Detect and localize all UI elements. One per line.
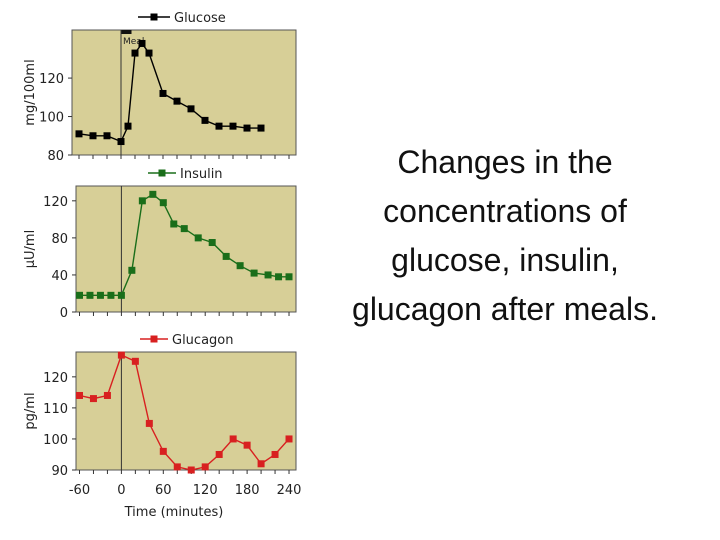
glucose-data-point <box>257 124 265 132</box>
insulin-data-point <box>236 262 244 270</box>
glucagon-xtick-label: 240 <box>277 483 302 498</box>
glucose-data-point <box>229 122 237 130</box>
glucagon-xtick-label: 0 <box>117 483 125 498</box>
glucagon-data-point <box>103 391 111 399</box>
insulin-legend-marker <box>158 169 166 177</box>
glucose-series-line <box>78 42 261 143</box>
glucose-data-point <box>201 116 209 124</box>
glucose-insulin-glucagon-charts: Meal80100120mg/100mlGlucose04080120μU/ml… <box>23 11 302 520</box>
glucagon-data-point <box>145 419 153 427</box>
glucose-ytick-label: 80 <box>47 149 64 164</box>
glucose-legend-marker <box>150 13 158 21</box>
glucagon-ytick-label: 120 <box>43 371 68 386</box>
insulin-plot-area <box>75 185 297 313</box>
glucose-data-point <box>173 97 181 105</box>
glucose-data-point <box>138 39 146 47</box>
insulin-data-point <box>138 197 146 205</box>
glucagon-legend-label: Glucagon <box>172 333 233 348</box>
glucose-data-point <box>145 49 153 57</box>
glucagon-data-point <box>89 395 97 403</box>
glucose-data-point <box>187 105 195 113</box>
insulin-data-point <box>107 291 115 299</box>
glucagon-data-point <box>271 450 279 458</box>
glucose-data-point <box>89 132 97 140</box>
insulin-data-point <box>194 234 202 242</box>
glucagon-xtick-label: 180 <box>235 483 260 498</box>
glucagon-ytick-label: 100 <box>43 433 68 448</box>
glucagon-series-line <box>79 354 290 471</box>
insulin-ylabel: μU/ml <box>23 230 38 268</box>
glucagon-data-point <box>75 391 83 399</box>
insulin-data-point <box>250 269 258 277</box>
insulin-data-point <box>96 291 104 299</box>
glucose-ytick-label: 120 <box>39 72 64 87</box>
glucagon-ytick-label: 110 <box>43 402 68 417</box>
glucagon-data-point <box>159 447 167 455</box>
insulin-ytick-label: 0 <box>60 306 68 321</box>
glucose-data-point <box>131 49 139 57</box>
insulin-data-point <box>149 190 157 198</box>
glucose-data-point <box>117 138 125 146</box>
glucagon-xlabel: Time (minutes) <box>124 505 224 520</box>
glucose-data-point <box>159 89 167 97</box>
glucose-data-point <box>215 122 223 130</box>
insulin-ytick-label: 40 <box>51 269 68 284</box>
glucagon-xtick-label: 60 <box>155 483 172 498</box>
insulin-data-point <box>222 252 230 260</box>
glucose-data-point <box>243 124 251 132</box>
glucagon-data-point <box>187 466 195 474</box>
insulin-data-point <box>208 239 216 247</box>
glucagon-ylabel: pg/ml <box>23 392 38 429</box>
glucose-data-point <box>103 132 111 140</box>
glucose-data-point <box>75 130 83 138</box>
insulin-data-point <box>159 199 167 207</box>
insulin-data-point <box>180 225 188 233</box>
glucagon-ytick-label: 90 <box>51 464 68 479</box>
glucagon-legend-marker <box>150 335 158 343</box>
insulin-ytick-label: 120 <box>43 195 68 210</box>
insulin-legend-label: Insulin <box>180 167 223 182</box>
insulin-data-point <box>170 220 178 228</box>
glucose-legend-label: Glucose <box>174 11 226 26</box>
glucose-ytick-label: 100 <box>39 111 64 126</box>
glucagon-data-point <box>215 450 223 458</box>
insulin-data-point <box>86 291 94 299</box>
slide-caption: Changes in the concentrations of glucose… <box>352 144 658 327</box>
glucagon-data-point <box>285 435 293 443</box>
glucose-meal-label: Meal <box>123 37 144 47</box>
insulin-data-point <box>275 273 283 281</box>
glucagon-xtick-label: -60 <box>69 483 90 498</box>
insulin-ytick-label: 80 <box>51 232 68 247</box>
glucose-meal-bar <box>121 30 132 34</box>
glucagon-xtick-label: 120 <box>193 483 218 498</box>
insulin-data-point <box>128 266 136 274</box>
glucagon-data-point <box>201 463 209 471</box>
glucagon-data-point <box>257 460 265 468</box>
glucose-ylabel: mg/100ml <box>23 59 38 125</box>
insulin-data-point <box>117 291 125 299</box>
glucagon-data-point <box>131 357 139 365</box>
glucagon-data-point <box>117 351 125 359</box>
glucagon-data-point <box>243 441 251 449</box>
glucagon-plot-area <box>75 351 297 471</box>
glucose-data-point <box>124 122 132 130</box>
insulin-data-point <box>285 273 293 281</box>
insulin-data-point <box>264 271 272 279</box>
insulin-data-point <box>75 291 83 299</box>
glucagon-data-point <box>173 463 181 471</box>
glucagon-data-point <box>229 435 237 443</box>
